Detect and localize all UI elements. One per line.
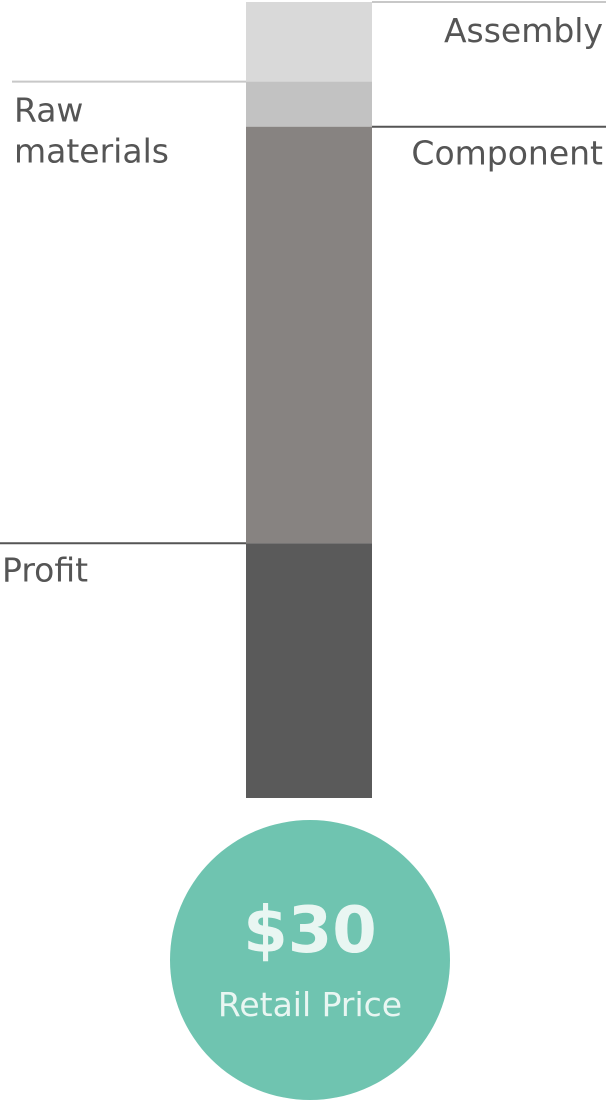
stacked-bar <box>246 2 372 798</box>
bar-segment-raw-materials <box>246 81 372 127</box>
segment-label-raw-materials-line-1: Raw <box>14 91 83 130</box>
price-badge-circle <box>170 820 450 1100</box>
segment-label-component: Component <box>411 134 603 173</box>
leader-lines <box>0 1 606 545</box>
price-caption: Retail Price <box>218 985 402 1024</box>
price-value: $30 <box>243 894 377 968</box>
bar-segment-profit <box>246 543 372 798</box>
segment-label-raw-materials-line-2: materials <box>14 132 169 171</box>
segment-label-assembly: Assembly <box>444 11 603 50</box>
price-badge: $30 Retail Price <box>170 820 450 1100</box>
bar-segment-component <box>246 126 372 544</box>
segment-label-profit: Profit <box>2 550 88 589</box>
bar-segment-assembly <box>246 2 372 82</box>
